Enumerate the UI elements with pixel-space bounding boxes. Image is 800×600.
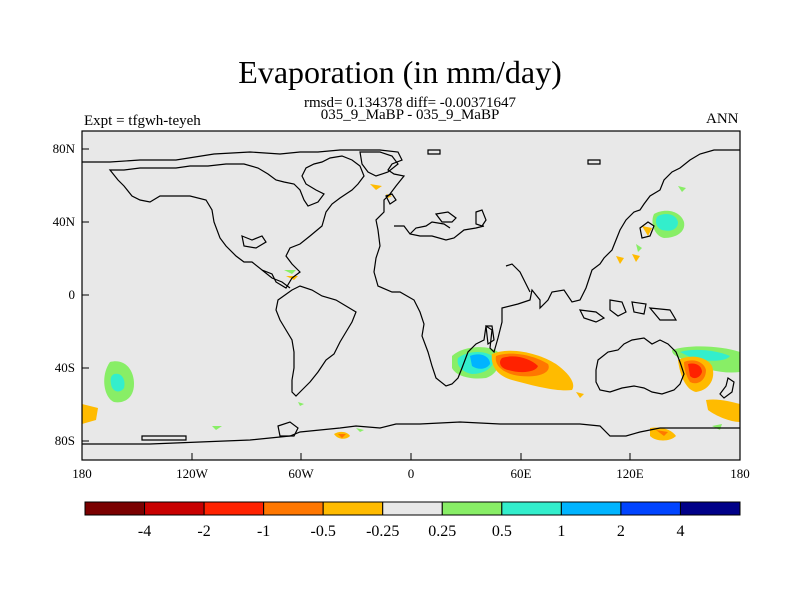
colorbar-label: -1 xyxy=(257,523,270,540)
colorbar-swatch xyxy=(560,501,622,516)
colorbar-swatch xyxy=(84,501,146,516)
colorbar-label: -0.25 xyxy=(366,523,399,540)
anomaly-patch-negative xyxy=(338,434,346,438)
colorbar-swatch xyxy=(144,501,205,516)
x-tick-label: 120W xyxy=(176,466,209,481)
anomaly-patch-negative xyxy=(576,392,584,398)
colorbar: -4 -2 -1 -0.5 -0.25 0.25 0.5 1 2 4 xyxy=(84,501,741,540)
colorbar-label: 2 xyxy=(617,523,625,540)
cases-subtitle: 035_9_MaBP - 035_9_MaBP xyxy=(320,107,500,123)
colorbar-label: 1 xyxy=(557,523,565,540)
anomaly-patch-negative xyxy=(82,404,98,424)
anomaly-patch-positive xyxy=(212,426,222,430)
anomaly-patch-negative xyxy=(706,399,740,422)
anomaly-patch-positive xyxy=(284,270,296,274)
colorbar-swatch xyxy=(441,501,503,516)
y-tick-label: 80S xyxy=(55,433,75,448)
colorbar-label: -4 xyxy=(138,523,151,540)
colorbar-label: 4 xyxy=(676,523,684,540)
x-tick-label: 0 xyxy=(408,466,415,481)
season-label: ANN xyxy=(706,111,739,127)
y-tick-label: 80N xyxy=(53,141,76,156)
anomaly-patch-negative xyxy=(632,254,640,262)
x-tick-label: 180 xyxy=(730,466,750,481)
coastlines xyxy=(82,149,740,445)
anomaly-patch-positive xyxy=(678,186,686,192)
x-tick-label: 60W xyxy=(288,466,314,481)
colorbar-swatch xyxy=(322,501,384,516)
anomaly-patch-negative xyxy=(656,430,668,436)
anomaly-patch-positive xyxy=(356,428,364,432)
colorbar-label: -2 xyxy=(197,523,210,540)
stats-subtitle: rmsd= 0.134378 diff= -0.00371647 xyxy=(303,95,517,111)
x-tick-label: 120E xyxy=(616,466,644,481)
y-tick-label: 40S xyxy=(55,360,75,375)
contour-fields xyxy=(82,184,740,441)
y-tick-label: 40N xyxy=(53,214,76,229)
colorbar-label: 0.5 xyxy=(492,523,512,540)
anomaly-patch-negative xyxy=(642,226,652,236)
x-tick-label: 60E xyxy=(511,466,532,481)
colorbar-label: -0.5 xyxy=(311,523,336,540)
colorbar-swatch xyxy=(203,501,265,516)
map-title: Evaporation (in mm/day) xyxy=(238,54,562,90)
anomaly-patch-negative xyxy=(500,356,538,373)
x-tick-label: 180 xyxy=(72,466,92,481)
colorbar-swatch xyxy=(382,501,443,516)
anomaly-patch-negative xyxy=(616,256,624,264)
anomaly-patch-negative xyxy=(370,184,382,190)
experiment-label: Expt = tfgwh-teyeh xyxy=(84,113,201,129)
anomaly-patch-negative xyxy=(688,363,702,379)
colorbar-swatch xyxy=(679,501,741,516)
y-tick-label: 0 xyxy=(69,287,76,302)
anomaly-patch-positive xyxy=(110,373,125,392)
anomaly-patch-positive xyxy=(470,354,490,369)
x-axis: 180 120W 60W 0 60E 120E 180 xyxy=(72,453,750,481)
colorbar-swatch xyxy=(501,501,562,516)
colorbar-swatch xyxy=(620,501,681,516)
y-axis: 80N 40N 0 40S 80S xyxy=(53,141,89,448)
map-plot-area xyxy=(82,131,740,460)
colorbar-label: 0.25 xyxy=(428,523,456,540)
anomaly-patch-positive xyxy=(655,214,678,231)
anomaly-patch-positive xyxy=(636,244,642,252)
anomaly-patch-positive xyxy=(298,402,304,406)
colorbar-swatch xyxy=(263,501,324,516)
